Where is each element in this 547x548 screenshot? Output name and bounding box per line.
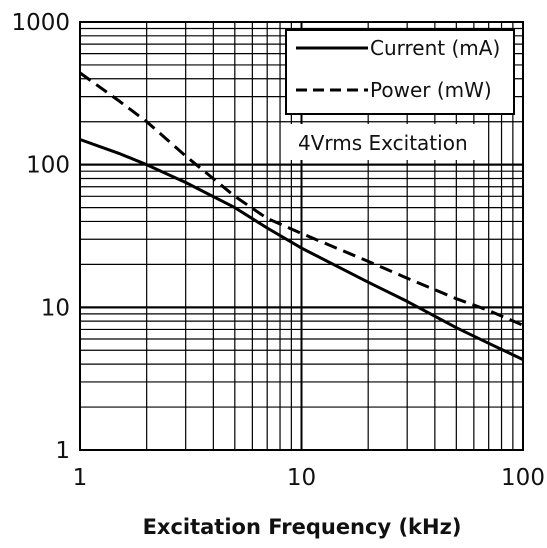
legend-label-current: Current (mA) bbox=[370, 36, 500, 60]
y-tick-label: 100 bbox=[26, 153, 70, 179]
plot-frame bbox=[79, 21, 524, 451]
tick-labels: 1 10 100 1 10 100 1000 bbox=[11, 10, 545, 491]
y-tick-label: 10 bbox=[41, 295, 70, 321]
y-tick-label: 1000 bbox=[11, 10, 70, 36]
x-tick-label: 1 bbox=[73, 465, 88, 491]
x-tick-label: 100 bbox=[501, 465, 545, 491]
series-line-power bbox=[79, 71, 524, 327]
series-lines bbox=[79, 71, 524, 361]
y-tick-label: 1 bbox=[55, 438, 70, 464]
annotation-box bbox=[288, 124, 486, 160]
legend-label-power: Power (mW) bbox=[370, 78, 492, 102]
legend: Current (mA) Power (mW) bbox=[285, 29, 515, 115]
x-tick-label: 10 bbox=[287, 465, 316, 491]
legend-box bbox=[285, 29, 515, 115]
x-axis-label: Excitation Frequency (kHz) bbox=[143, 515, 462, 539]
series-line-current bbox=[79, 138, 524, 361]
annotation: 4Vrms Excitation bbox=[288, 124, 486, 160]
annotation-text: 4Vrms Excitation bbox=[298, 131, 468, 155]
